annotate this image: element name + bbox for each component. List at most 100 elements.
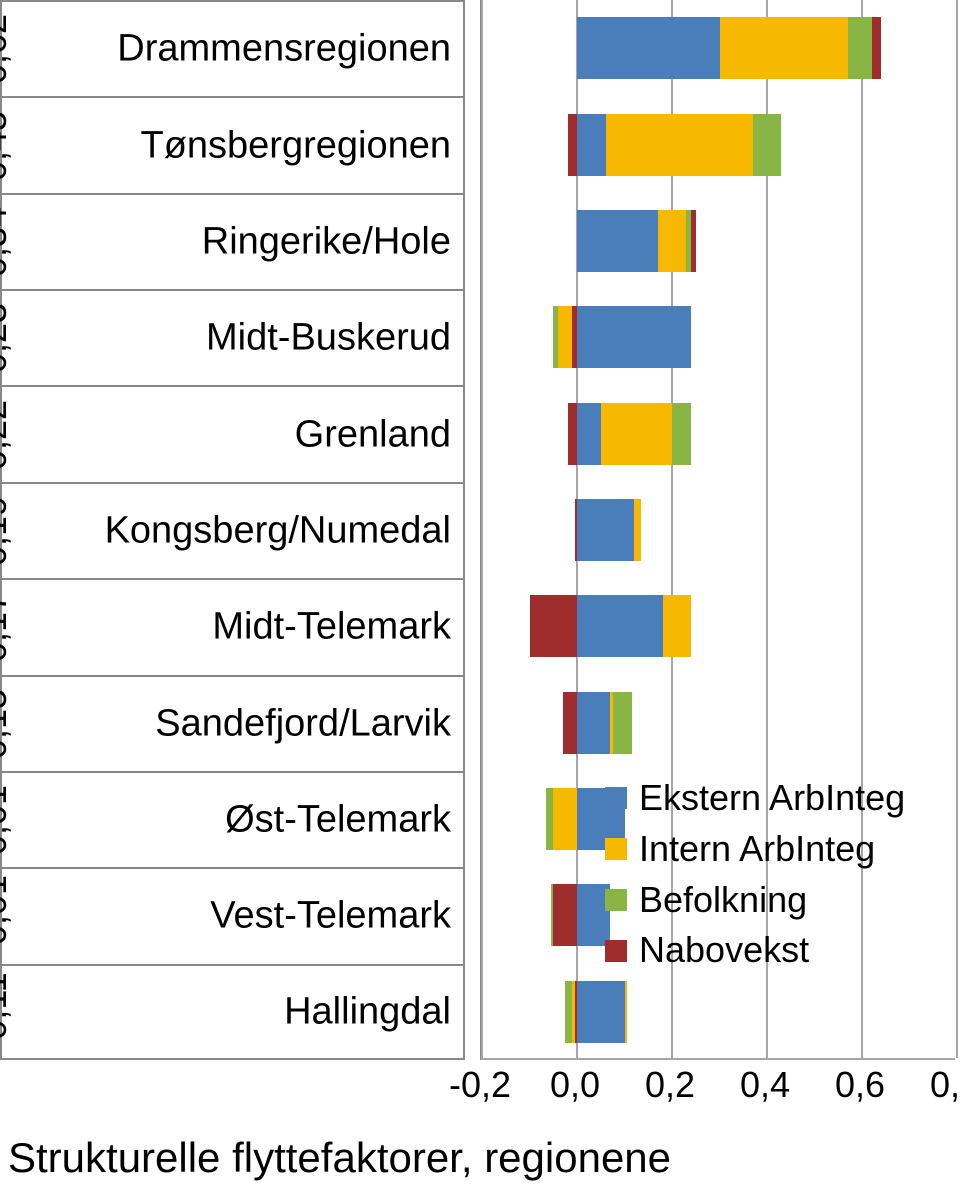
bar-row [482, 0, 955, 96]
label-row: 0,15 Sandefjord/Larvik [0, 675, 465, 771]
bar-segment-befolkning [613, 692, 632, 754]
region-label: Vest-Telemark [210, 895, 451, 938]
legend-swatch [605, 940, 627, 962]
value-label: 0,19 [0, 496, 15, 566]
legend-label: Befolkning [639, 877, 807, 924]
gridline [956, 0, 958, 1058]
bar-row [482, 578, 955, 674]
label-row: -0,01 Vest-Telemark [0, 867, 465, 963]
bar-segment-befolkning [565, 981, 572, 1043]
bar-segment-ekstern [577, 306, 691, 368]
bar-segment-intern [663, 595, 692, 657]
chart-title: Strukturelle flyttefaktorer, regionene [8, 1134, 671, 1182]
label-row: 0,34 Ringerike/Hole [0, 193, 465, 289]
bar-row [482, 675, 955, 771]
bar-segment-nabovekst [572, 306, 577, 368]
bar-row [482, 96, 955, 192]
x-tick-label: 0,4 [740, 1064, 790, 1106]
region-label: Midt-Buskerud [206, 317, 451, 360]
legend-label: Intern ArbInteg [639, 826, 875, 873]
bar-segment-intern [601, 403, 672, 465]
label-row: 0,23 Midt-Buskerud [0, 289, 465, 385]
legend-item: Befolkning [605, 877, 905, 924]
bar-segment-nabovekst [575, 981, 577, 1043]
bar-segment-nabovekst [553, 884, 577, 946]
bar-segment-ekstern [577, 114, 606, 176]
bar-segment-befolkning [848, 17, 872, 79]
value-label: 0,34 [0, 207, 15, 277]
label-row: 0,62 Drammensregionen [0, 0, 465, 96]
region-label: Drammensregionen [117, 28, 451, 71]
bar-segment-befolkning [551, 884, 553, 946]
bar-segment-intern [720, 17, 848, 79]
x-tick-label: 0,6 [835, 1064, 885, 1106]
value-label: 0,17 [0, 592, 15, 662]
value-label: -0,01 [0, 875, 15, 957]
bar-segment-ekstern [577, 692, 610, 754]
bar-segment-nabovekst [575, 499, 577, 561]
bar-row [482, 482, 955, 578]
legend-swatch [605, 787, 627, 809]
region-label: Øst-Telemark [225, 799, 451, 842]
bar-segment-intern [606, 114, 753, 176]
region-label: Midt-Telemark [212, 606, 451, 649]
region-label: Sandefjord/Larvik [155, 702, 451, 745]
bar-segment-nabovekst [691, 210, 696, 272]
value-label: 0,01 [0, 785, 15, 855]
legend-label: Ekstern ArbInteg [639, 775, 905, 822]
bar-segment-befolkning [546, 788, 553, 850]
legend-item: Nabovekst [605, 927, 905, 974]
bar-segment-befolkning [672, 403, 691, 465]
legend-item: Intern ArbInteg [605, 826, 905, 873]
label-row: 0,01 Øst-Telemark [0, 771, 465, 867]
value-label: -0,11 [0, 972, 15, 1051]
value-label: 0,15 [0, 689, 15, 759]
value-label: 0,62 [0, 14, 15, 84]
label-row: 0,45Tønsbergregionen [0, 96, 465, 192]
region-label: Ringerike/Hole [202, 220, 451, 263]
label-row: -0,11 Hallingdal [0, 964, 465, 1060]
bar-segment-befolkning [753, 114, 782, 176]
bar-row [482, 289, 955, 385]
region-label: Hallingdal [284, 990, 451, 1033]
legend: Ekstern ArbIntegIntern ArbIntegBefolknin… [605, 775, 905, 978]
x-tick-label: 0,2 [645, 1064, 695, 1106]
bar-segment-ekstern [577, 17, 720, 79]
value-label: 0,45 [0, 110, 15, 180]
value-label: 0,23 [0, 303, 15, 373]
label-row: 0,19 Kongsberg/Numedal [0, 482, 465, 578]
bar-segment-nabovekst [568, 403, 578, 465]
x-tick-label: -0,2 [449, 1064, 511, 1106]
region-label: Kongsberg/Numedal [105, 509, 451, 552]
bar-segment-intern [553, 788, 577, 850]
bar-segment-ekstern [577, 210, 658, 272]
bar-segment-ekstern [577, 403, 601, 465]
region-label: Grenland [295, 413, 451, 456]
value-label: 0,22 [0, 400, 15, 470]
bar-segment-intern [572, 981, 574, 1043]
bar-segment-intern [634, 499, 641, 561]
bar-segment-befolkning [553, 306, 558, 368]
bar-segment-nabovekst [872, 17, 882, 79]
bar-segment-intern [625, 981, 627, 1043]
bar-segment-intern [658, 210, 687, 272]
legend-swatch [605, 838, 627, 860]
legend-swatch [605, 889, 627, 911]
bar-segment-ekstern [577, 981, 625, 1043]
label-row: 0,22 Grenland [0, 385, 465, 481]
bar-segment-nabovekst [563, 692, 577, 754]
x-axis-labels: -0,20,00,20,40,60,8 [480, 1064, 955, 1114]
label-row: 0,17 Midt-Telemark [0, 578, 465, 674]
legend-item: Ekstern ArbInteg [605, 775, 905, 822]
bar-segment-ekstern [577, 595, 663, 657]
bar-segment-nabovekst [568, 114, 578, 176]
legend-label: Nabovekst [639, 927, 809, 974]
chart-container: 0,62 Drammensregionen 0,45Tønsbergregionen… [0, 0, 960, 1090]
bar-segment-ekstern [577, 499, 634, 561]
bar-segment-nabovekst [530, 595, 578, 657]
x-tick-label: 0,0 [550, 1064, 600, 1106]
left-label-column: 0,62 Drammensregionen 0,45Tønsbergregionen… [0, 0, 465, 1060]
bar-row [482, 385, 955, 481]
bar-row [482, 193, 955, 289]
bar-segment-intern [558, 306, 572, 368]
